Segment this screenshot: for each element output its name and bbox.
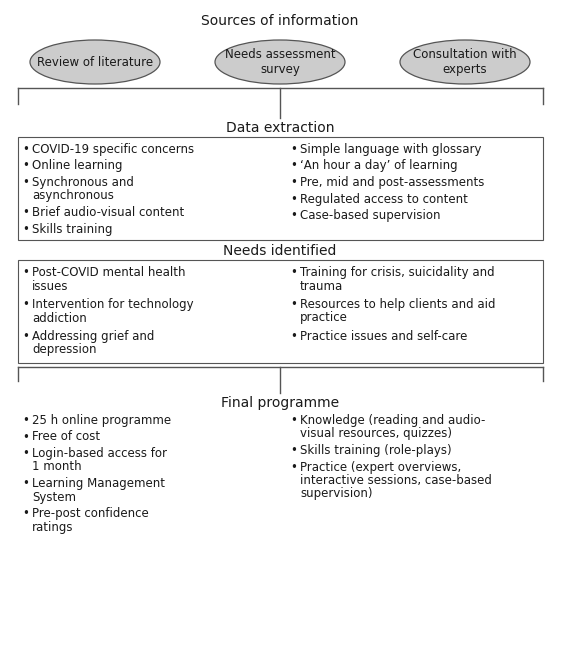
Text: •: • xyxy=(22,414,29,427)
Text: •: • xyxy=(290,330,297,343)
Text: visual resources, quizzes): visual resources, quizzes) xyxy=(300,428,452,441)
Text: •: • xyxy=(22,206,29,219)
Text: •: • xyxy=(22,507,29,520)
Text: Post-COVID mental health: Post-COVID mental health xyxy=(32,266,186,279)
Text: Login-based access for: Login-based access for xyxy=(32,447,167,460)
Text: •: • xyxy=(290,444,297,457)
Text: •: • xyxy=(290,298,297,311)
Text: •: • xyxy=(290,209,297,222)
Text: •: • xyxy=(290,461,297,474)
Text: asynchronous: asynchronous xyxy=(32,189,114,202)
Text: •: • xyxy=(290,160,297,172)
Text: Practice (expert overviews,: Practice (expert overviews, xyxy=(300,461,461,474)
Text: •: • xyxy=(290,176,297,189)
Text: Review of literature: Review of literature xyxy=(37,56,153,68)
Text: •: • xyxy=(290,414,297,427)
Text: •: • xyxy=(22,176,29,189)
Text: •: • xyxy=(22,477,29,490)
Text: •: • xyxy=(22,430,29,444)
Text: •: • xyxy=(22,222,29,236)
Ellipse shape xyxy=(400,40,530,84)
Text: Final programme: Final programme xyxy=(221,396,339,410)
Text: Brief audio-visual content: Brief audio-visual content xyxy=(32,206,184,219)
Text: Resources to help clients and aid: Resources to help clients and aid xyxy=(300,298,495,311)
Text: Consultation with
experts: Consultation with experts xyxy=(413,48,517,76)
Text: Sources of information: Sources of information xyxy=(201,14,358,28)
Text: Practice issues and self-care: Practice issues and self-care xyxy=(300,330,467,343)
Text: addiction: addiction xyxy=(32,311,87,324)
Text: Case-based supervision: Case-based supervision xyxy=(300,209,440,222)
Text: Skills training (role-plays): Skills training (role-plays) xyxy=(300,444,452,457)
Text: •: • xyxy=(22,298,29,311)
Text: •: • xyxy=(290,143,297,156)
Text: Needs identified: Needs identified xyxy=(223,244,337,258)
Text: issues: issues xyxy=(32,280,68,293)
Text: Training for crisis, suicidality and: Training for crisis, suicidality and xyxy=(300,266,495,279)
Text: Pre-post confidence: Pre-post confidence xyxy=(32,507,149,520)
Text: •: • xyxy=(22,266,29,279)
Text: •: • xyxy=(22,143,29,156)
Text: •: • xyxy=(290,193,297,205)
Text: Simple language with glossary: Simple language with glossary xyxy=(300,143,481,156)
Text: •: • xyxy=(290,266,297,279)
Text: supervision): supervision) xyxy=(300,488,373,501)
Text: 25 h online programme: 25 h online programme xyxy=(32,414,171,427)
Text: practice: practice xyxy=(300,311,348,324)
Text: Pre, mid and post-assessments: Pre, mid and post-assessments xyxy=(300,176,484,189)
Text: Regulated access to content: Regulated access to content xyxy=(300,193,468,205)
Text: Online learning: Online learning xyxy=(32,160,122,172)
Text: COVID-19 specific concerns: COVID-19 specific concerns xyxy=(32,143,194,156)
Text: Data extraction: Data extraction xyxy=(226,121,334,135)
Text: trauma: trauma xyxy=(300,280,343,293)
Text: System: System xyxy=(32,490,76,503)
Text: ratings: ratings xyxy=(32,521,73,534)
Text: interactive sessions, case-based: interactive sessions, case-based xyxy=(300,474,492,487)
Ellipse shape xyxy=(215,40,345,84)
Text: Needs assessment
survey: Needs assessment survey xyxy=(225,48,335,76)
Ellipse shape xyxy=(30,40,160,84)
Text: 1 month: 1 month xyxy=(32,461,81,474)
Text: Free of cost: Free of cost xyxy=(32,430,100,444)
Text: Synchronous and: Synchronous and xyxy=(32,176,134,189)
Text: •: • xyxy=(22,447,29,460)
Text: •: • xyxy=(22,330,29,343)
Text: Learning Management: Learning Management xyxy=(32,477,165,490)
Text: Skills training: Skills training xyxy=(32,222,113,236)
Text: ‘An hour a day’ of learning: ‘An hour a day’ of learning xyxy=(300,160,458,172)
Text: depression: depression xyxy=(32,344,96,357)
Text: Intervention for technology: Intervention for technology xyxy=(32,298,194,311)
Text: •: • xyxy=(22,160,29,172)
Text: Knowledge (reading and audio-: Knowledge (reading and audio- xyxy=(300,414,485,427)
Text: Addressing grief and: Addressing grief and xyxy=(32,330,154,343)
